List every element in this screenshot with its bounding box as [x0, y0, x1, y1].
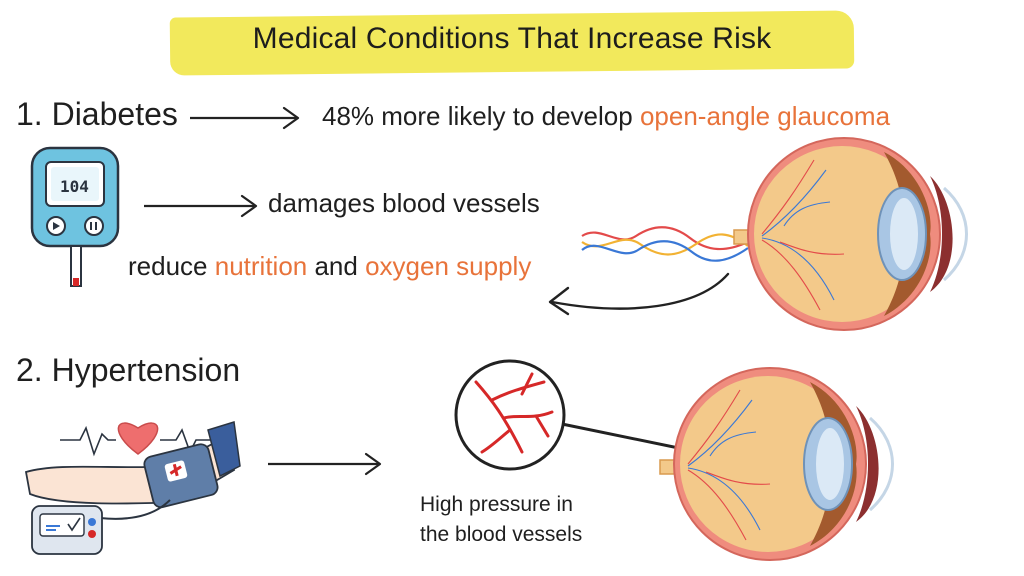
return-arrow-icon: [548, 272, 730, 316]
reduce-nutrition: nutrition: [214, 251, 308, 281]
blood-pressure-icon: [24, 421, 241, 555]
pressure-line-2: the blood vessels: [420, 523, 583, 546]
arrow-damage-icon: [144, 194, 258, 218]
page-title: Medical Conditions That Increase Risk: [252, 22, 772, 55]
diabetes-heading: 1. Diabetes: [16, 96, 178, 132]
pressure-text: High pressure in the blood vessels: [420, 490, 582, 550]
arrow-hypertension-icon: [268, 452, 382, 476]
arrow-diabetes-icon: [190, 106, 300, 130]
risk-prefix: 48% more likely to develop: [322, 101, 633, 131]
glaucoma-risk-text: 48% more likely to develop open-angle gl…: [322, 101, 890, 132]
meter-reading: 104: [60, 177, 89, 196]
risk-condition: open-angle glaucoma: [639, 101, 891, 131]
reduce-prefix: reduce: [128, 251, 208, 281]
reduce-oxygen: oxygen supply: [365, 251, 532, 281]
eye-hypertension-icon: [659, 367, 894, 561]
reduce-text: reduce nutrition and oxygen supply: [128, 251, 531, 282]
eye-diabetes-icon: [733, 137, 968, 331]
glucose-meter-icon: 104: [30, 146, 120, 287]
reduce-and: and: [314, 251, 358, 281]
damage-text: damages blood vessels: [268, 188, 540, 218]
wavy-vessels-icon: [581, 226, 749, 262]
hypertension-heading: 2. Hypertension: [16, 352, 241, 388]
pressure-line-1: High pressure in: [420, 493, 573, 516]
